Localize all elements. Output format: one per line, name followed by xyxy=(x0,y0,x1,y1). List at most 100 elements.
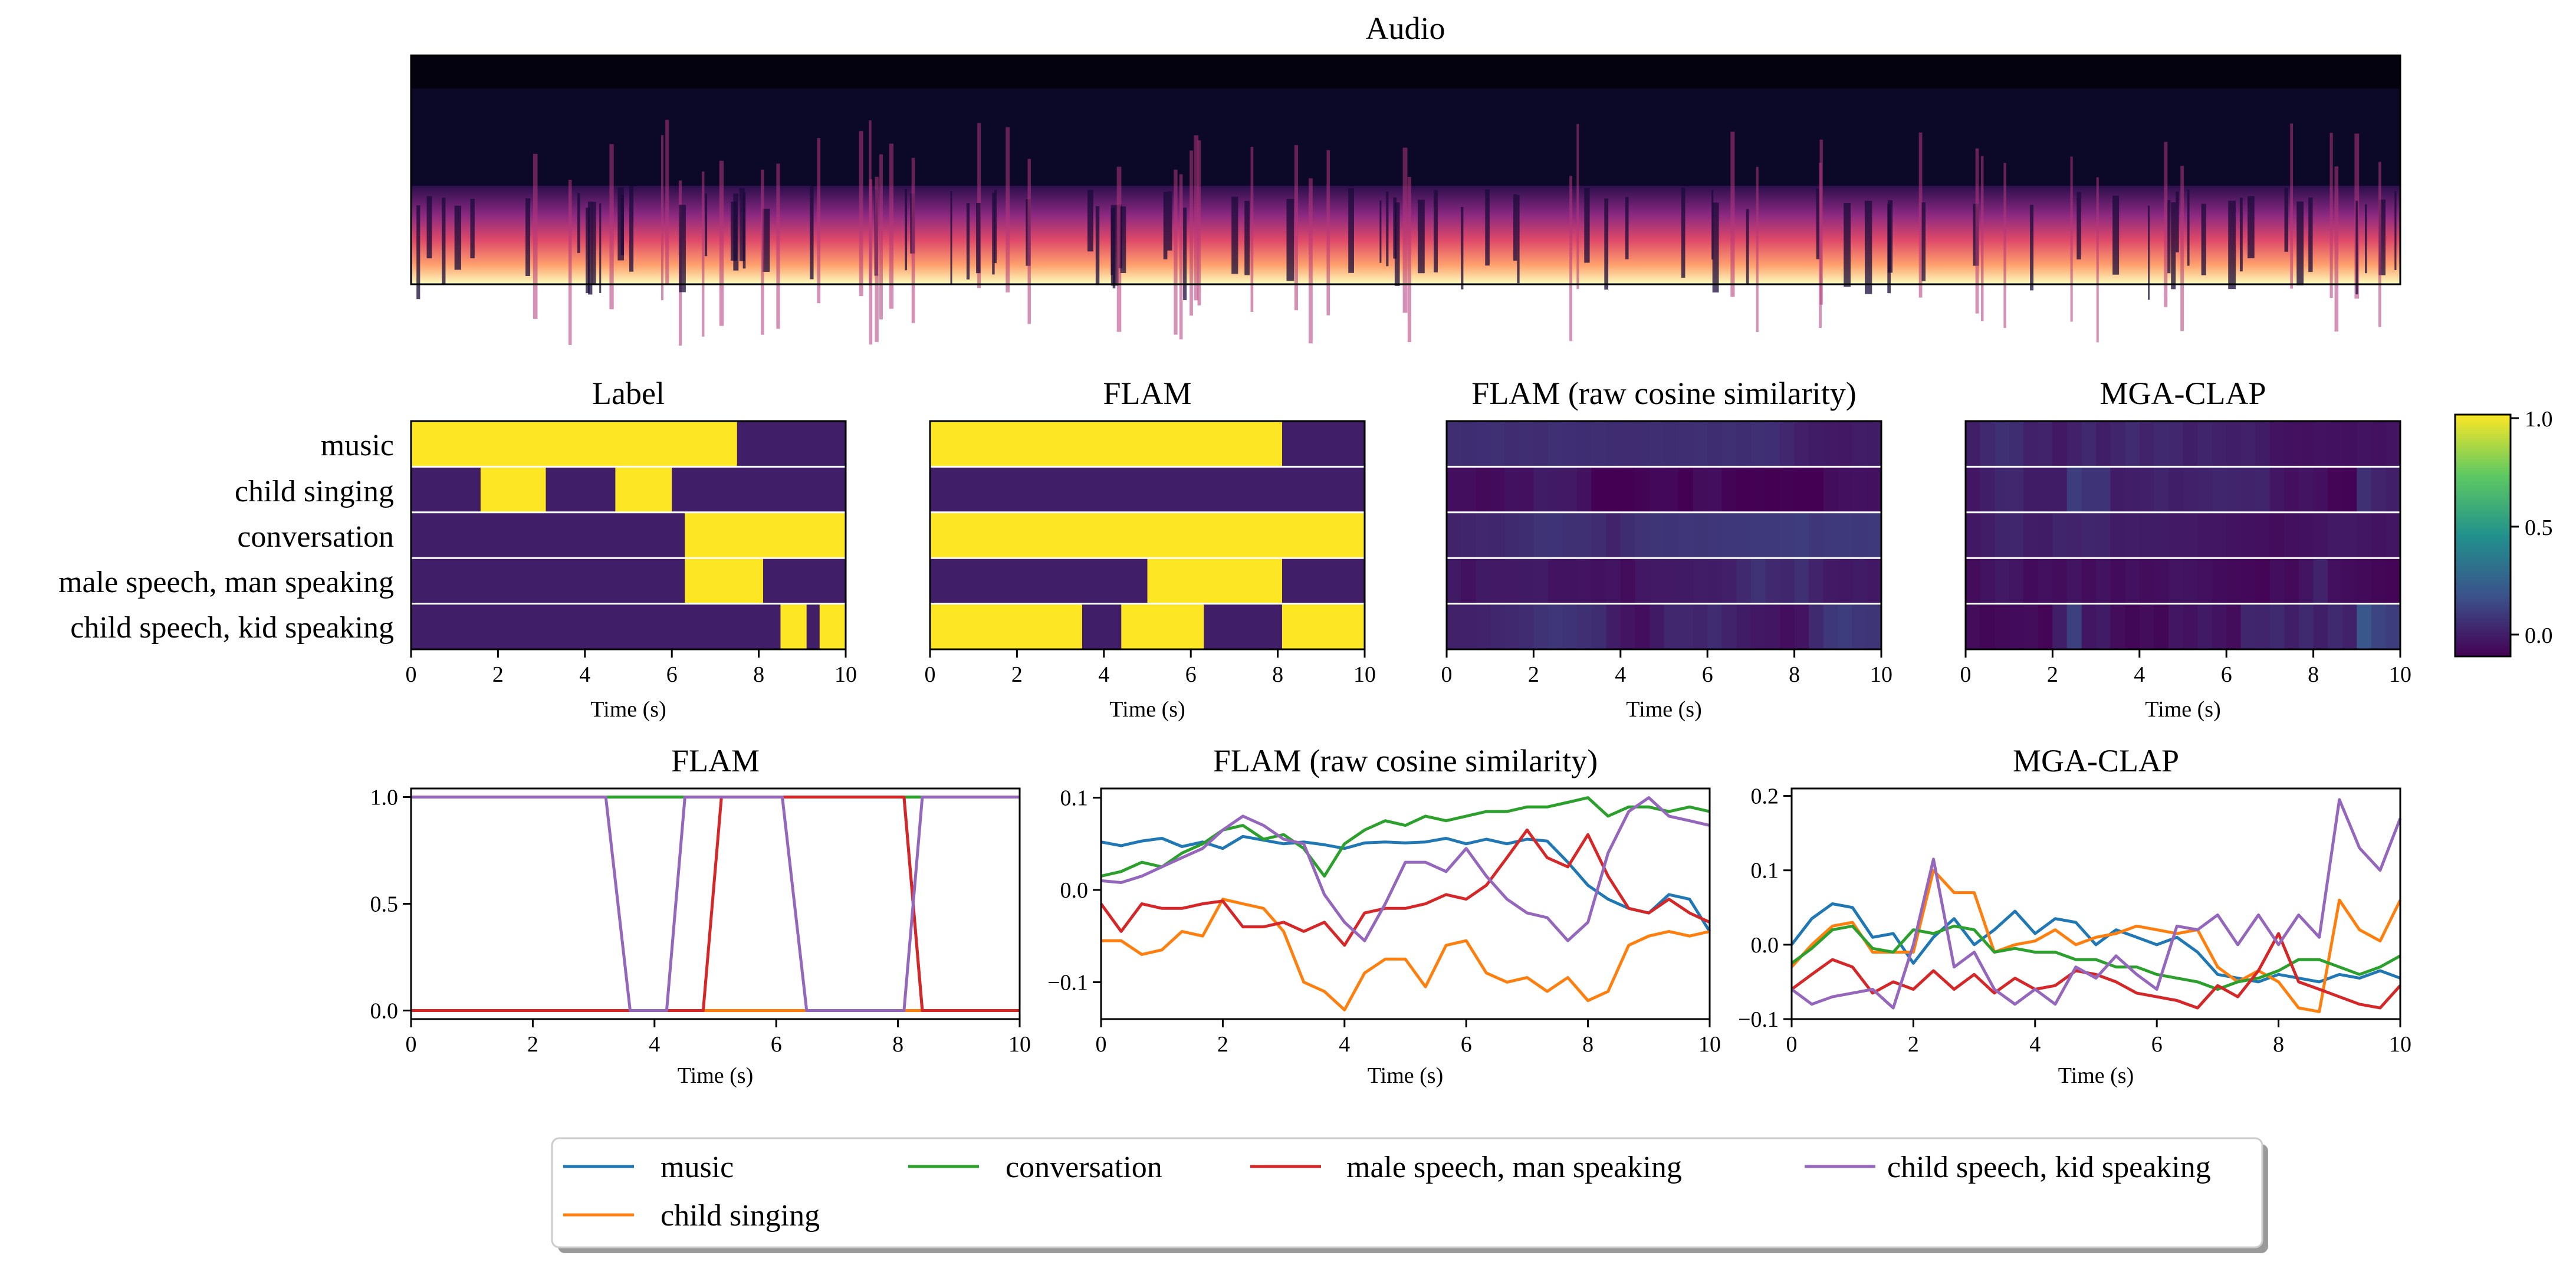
heatmap-cell xyxy=(1823,604,1838,649)
spectrogram-onset xyxy=(1730,132,1734,297)
spectrogram-onset xyxy=(1006,127,1010,293)
spectrogram-gap xyxy=(2228,201,2236,289)
heatmap-cell xyxy=(1852,466,1868,512)
heatmap-cell xyxy=(1852,558,1868,603)
x-axis-label: Time (s) xyxy=(2058,1063,2134,1088)
heatmap-cell xyxy=(2212,466,2227,512)
x-tick-label: 10 xyxy=(1698,1032,1721,1057)
x-axis-label: Time (s) xyxy=(590,697,666,722)
heatmap-panels: Label0 2 4 6 8 10Time (s)FLAM0 2 4 6 8 10Time (s)F… xyxy=(406,376,2412,722)
spectrogram-gap xyxy=(2240,198,2243,271)
spectrogram-gap xyxy=(2076,192,2081,259)
spectrogram-gap xyxy=(1418,200,1425,274)
heatmap-cell xyxy=(2371,558,2387,603)
x-tick-label: 0 xyxy=(1786,1032,1798,1057)
spectrogram-gap xyxy=(1286,199,1294,281)
heatmap-cell xyxy=(1852,421,1868,466)
colorbar-tick-label: 1.0 xyxy=(2525,407,2553,432)
x-tick-label: 10 xyxy=(834,662,857,687)
x-tick-label: 4 xyxy=(1098,662,1109,687)
heatmap-cell xyxy=(2241,466,2256,512)
x-tick-label: 4 xyxy=(2134,662,2145,687)
heatmap-cell xyxy=(2299,512,2314,558)
spectrogram-gap xyxy=(2030,205,2033,290)
heatmap-cell xyxy=(1980,512,1995,558)
heatmap-cell xyxy=(2096,512,2111,558)
heatmap-cell xyxy=(1795,558,1809,603)
heatmap-cell xyxy=(1966,512,1980,558)
y-tick-label: 0.5 xyxy=(370,892,399,917)
heatmap-cell xyxy=(1966,558,1980,603)
heatmap-cell xyxy=(1533,604,1548,649)
heatmap-cell xyxy=(2328,421,2343,466)
spectrogram-gap xyxy=(455,206,461,270)
heatmap-cell xyxy=(1809,421,1824,466)
spectrogram-gap xyxy=(629,186,633,271)
spectrogram-onset xyxy=(1756,167,1759,332)
line-plot-panels: FLAM0 2 4 6 8 100.00.51.0Time (s)FLAM (raw co… xyxy=(370,743,2412,1088)
spectrogram-gap xyxy=(976,203,981,273)
heatmap-cell xyxy=(2096,466,2111,512)
spectrogram-onset xyxy=(2180,166,2184,331)
heatmap-cell xyxy=(1678,558,1694,603)
spectrogram-onset xyxy=(2097,178,2099,343)
heatmap-cell xyxy=(1693,558,1708,603)
spectrogram-onset xyxy=(879,155,883,320)
spectrogram-gap xyxy=(1096,206,1099,285)
heatmap-cell xyxy=(1621,512,1635,558)
spectrogram-gap xyxy=(1746,209,1749,284)
heatmap-cell xyxy=(1577,604,1592,649)
heatmap-cell xyxy=(2183,512,2198,558)
spectrogram-gap xyxy=(2394,191,2396,270)
spectrogram-gap xyxy=(2176,192,2179,252)
heatmap-cell xyxy=(2314,466,2328,512)
spectrogram-gap xyxy=(1244,201,1250,275)
heatmap-cell xyxy=(1852,512,1868,558)
heatmap-cell xyxy=(1722,604,1737,649)
spectrogram-onset xyxy=(1309,178,1313,343)
y-tick-label: 0.0 xyxy=(1060,878,1089,903)
heatmap-cell xyxy=(1664,421,1679,466)
spectrogram-gap xyxy=(967,203,970,280)
x-tick-label: 8 xyxy=(2273,1032,2284,1057)
heatmap-cell xyxy=(2328,512,2343,558)
heatmap-cell xyxy=(1635,604,1650,649)
spectrogram-onset xyxy=(661,135,663,300)
x-axis-label: Time (s) xyxy=(1626,697,1701,722)
heatmap-cell xyxy=(2270,466,2285,512)
heatmap-cell xyxy=(1737,558,1752,603)
x-tick-label: 8 xyxy=(1272,662,1283,687)
row-label-conversation: conversation xyxy=(237,520,394,554)
x-tick-label: 8 xyxy=(1789,662,1800,687)
spectrogram-onset xyxy=(817,138,820,303)
heatmap-cell xyxy=(2052,512,2067,558)
heatmap-cell xyxy=(1621,604,1635,649)
spectrogram-onset xyxy=(1819,163,1822,328)
heatmap-cell xyxy=(1548,512,1563,558)
heatmap-title: FLAM xyxy=(1103,376,1191,411)
heatmap-cell xyxy=(2197,466,2213,512)
heatmap-cell xyxy=(1490,466,1505,512)
heatmap-cell xyxy=(1995,558,2009,603)
heatmap-cell xyxy=(1707,558,1722,603)
spectrogram-onset xyxy=(1569,176,1572,341)
heatmap-cell xyxy=(2299,421,2314,466)
spectrogram-onset xyxy=(1408,177,1411,342)
heatmap-cell xyxy=(1519,421,1534,466)
heatmap-cell xyxy=(2357,421,2371,466)
heatmap-cell xyxy=(1606,466,1621,512)
spectrogram-gap xyxy=(1485,189,1490,265)
series-line-child-singing xyxy=(1101,899,1710,1010)
line-plot-title: MGA-CLAP xyxy=(2013,743,2179,778)
heatmap-cell xyxy=(1995,421,2009,466)
heatmap-cell xyxy=(1548,466,1563,512)
heatmap-cell xyxy=(1504,604,1520,649)
spectrogram-gap xyxy=(2355,201,2358,294)
series-line-male-speech-man-speaking xyxy=(411,797,1020,1011)
x-tick-label: 2 xyxy=(2047,662,2058,687)
heatmap-cell xyxy=(2168,421,2183,466)
y-tick-label: −0.1 xyxy=(1047,970,1088,995)
spectrogram-gap xyxy=(992,193,994,275)
spectrogram-onset xyxy=(869,179,873,344)
heatmap-cell xyxy=(1664,604,1679,649)
